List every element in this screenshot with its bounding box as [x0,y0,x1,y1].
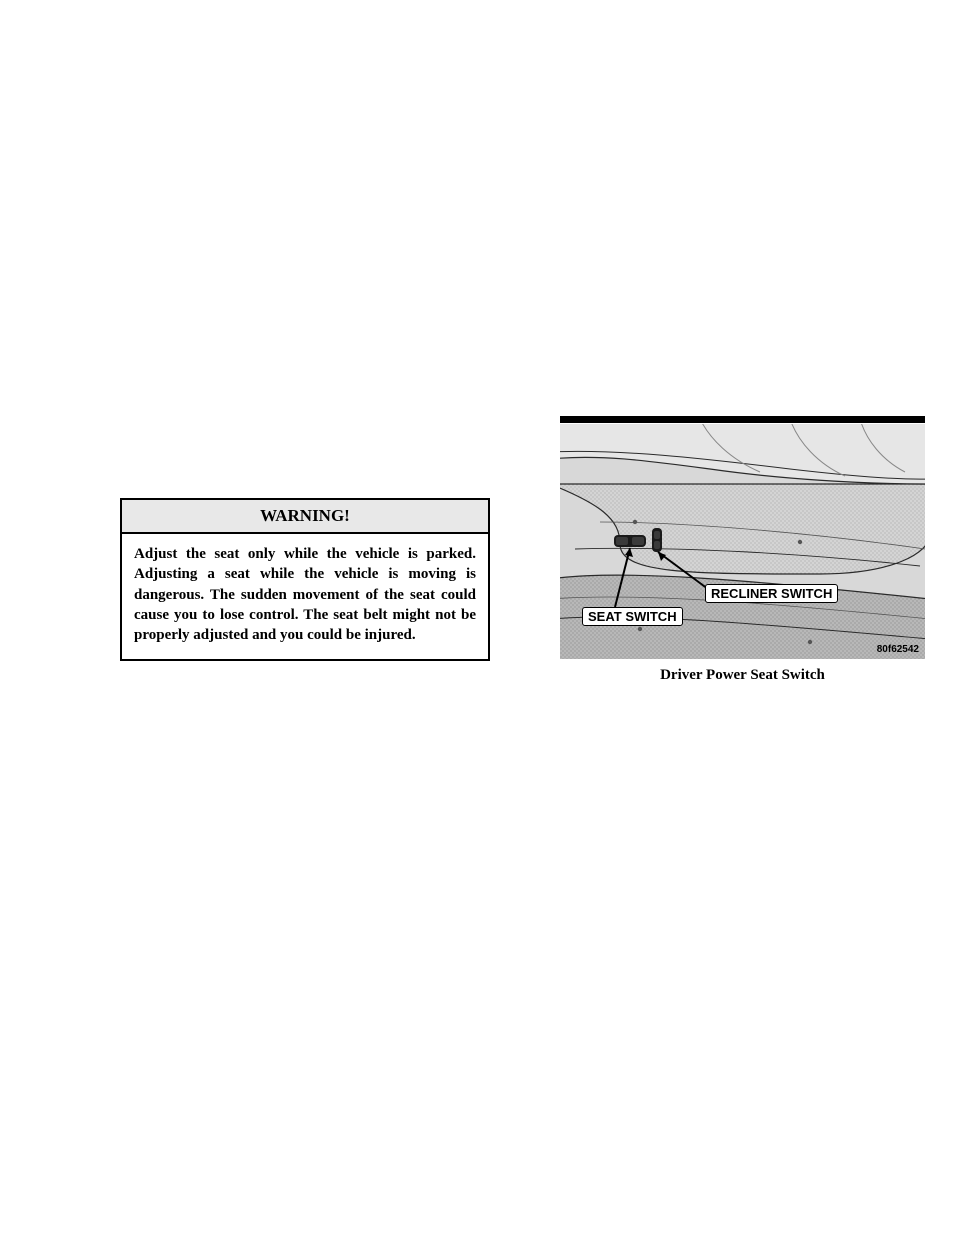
warning-box: WARNING! Adjust the seat only while the … [120,498,490,661]
recliner-switch-graphic [652,528,662,552]
image-code: 80f62542 [877,644,919,655]
warning-body: Adjust the seat only while the vehicle i… [122,534,488,659]
figure-caption: Driver Power Seat Switch [560,667,925,684]
figure: RECLINER SWITCH SEAT SWITCH 80f62542 Dri… [560,424,925,684]
seat-switch-graphic [614,535,646,547]
section-rule [560,416,925,423]
label-seat-switch: SEAT SWITCH [582,607,683,626]
page: WARNING! Adjust the seat only while the … [0,0,954,1235]
warning-title: WARNING! [122,500,488,534]
figure-image: RECLINER SWITCH SEAT SWITCH 80f62542 [560,424,925,659]
label-recliner-switch: RECLINER SWITCH [705,584,838,603]
